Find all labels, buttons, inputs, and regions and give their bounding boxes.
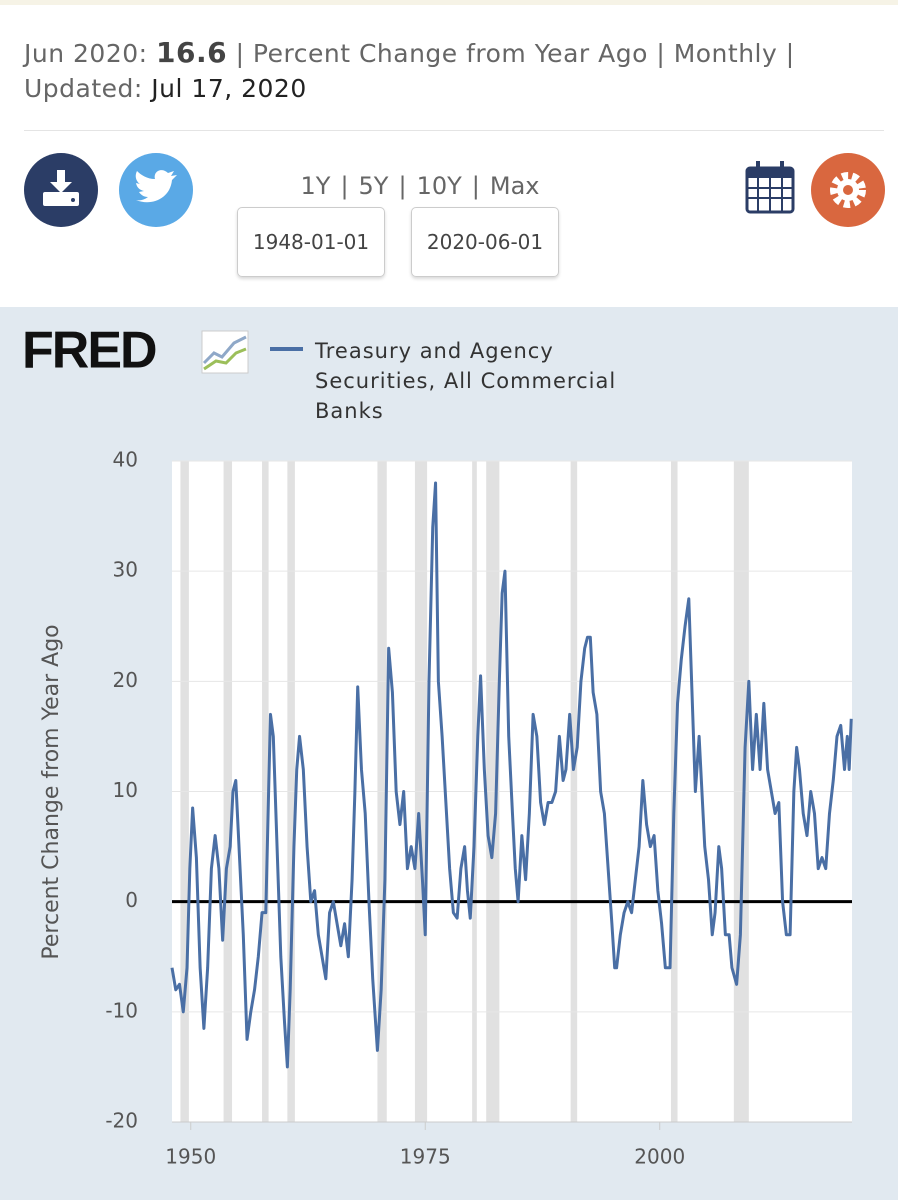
logo-icon: [201, 330, 249, 374]
range-link[interactable]: Max: [489, 172, 540, 200]
y-tick-label: -10: [105, 998, 138, 1022]
legend-entry: Treasury and Agency Securities, All Comm…: [315, 339, 617, 423]
toolbar-icons: [24, 153, 885, 227]
header-line: Jun 2020: 16.6 | Percent Change from Yea…: [24, 36, 795, 69]
range-link[interactable]: 10Y: [416, 172, 462, 200]
start-date-input[interactable]: 1948-01-01: [237, 207, 385, 277]
calendar-button[interactable]: [745, 161, 795, 214]
header-line: Updated: Jul 17, 2020: [24, 74, 307, 103]
data-line: [170, 481, 853, 1069]
y-tick-label: 20: [113, 668, 138, 692]
latest-value: 16.6: [156, 36, 228, 69]
date-label: Jun 2020:: [24, 39, 148, 68]
logo: FRED: [22, 322, 156, 380]
end-date-input[interactable]: 2020-06-01: [411, 207, 559, 277]
y-tick-label: 30: [113, 558, 138, 582]
range-link[interactable]: 5Y: [358, 172, 389, 200]
y-tick-label: 40: [113, 448, 138, 472]
updated-label: Updated:: [24, 74, 143, 103]
separator: |: [471, 172, 480, 200]
x-tick-label: 2000: [634, 1145, 685, 1169]
divider: [24, 130, 884, 131]
y-axis-label: Percent Change from Year Ago: [39, 624, 64, 959]
separator: |: [340, 172, 349, 200]
twitter-button[interactable]: [119, 153, 193, 227]
y-tick-label: 10: [113, 778, 138, 802]
settings-button[interactable]: [811, 153, 885, 227]
range-links: 1Y | 5Y | 10Y | Max: [230, 172, 610, 200]
updated-date: Jul 17, 2020: [151, 74, 307, 103]
units: | Percent Change from Year Ago | Monthly…: [235, 39, 795, 68]
x-tick-label: 1975: [400, 1145, 451, 1169]
range-link[interactable]: 1Y: [300, 172, 331, 200]
top-strip: [0, 0, 898, 5]
chart: FRED -20 -10 0 10 20 30 40 1950 1975 2000 Percent …: [22, 322, 853, 1169]
x-tick-label: 1950: [165, 1145, 216, 1169]
y-tick-label: 0: [125, 888, 138, 912]
y-tick-label: -20: [105, 1109, 138, 1133]
download-button[interactable]: [24, 153, 98, 227]
separator: |: [398, 172, 407, 200]
